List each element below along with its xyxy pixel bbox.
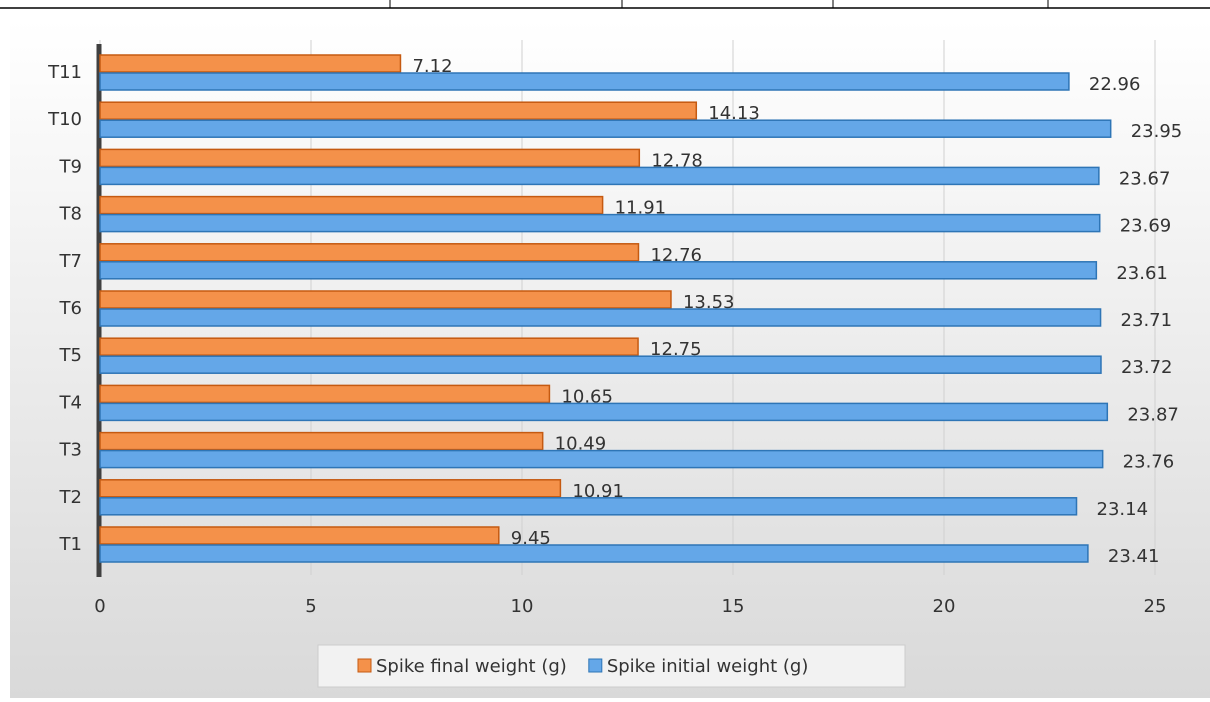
bar xyxy=(99,479,562,498)
bar xyxy=(99,384,551,404)
data-label: 9.45 xyxy=(511,528,551,549)
bar xyxy=(99,526,500,545)
data-label: 23.41 xyxy=(1108,546,1160,567)
bar xyxy=(99,431,544,451)
data-label: 10.91 xyxy=(572,481,624,502)
data-label: 23.76 xyxy=(1123,452,1175,473)
y-tick-label: T3 xyxy=(59,440,82,461)
bar xyxy=(99,402,1109,422)
y-tick-label: T6 xyxy=(59,298,82,319)
bar xyxy=(99,243,640,262)
bar xyxy=(99,497,1078,516)
y-tick-label: T10 xyxy=(47,109,82,130)
bar xyxy=(99,101,698,120)
data-label: 12.76 xyxy=(650,245,702,266)
data-label: 23.87 xyxy=(1127,404,1179,425)
data-label: 23.69 xyxy=(1120,216,1172,237)
x-tick-label: 25 xyxy=(1144,596,1167,617)
y-tick-label: T7 xyxy=(59,251,82,272)
legend-swatch xyxy=(357,658,372,673)
bar xyxy=(99,119,1112,138)
legend xyxy=(317,644,906,688)
data-label: 14.13 xyxy=(708,103,760,124)
y-tick-label: T5 xyxy=(59,345,82,366)
bar xyxy=(99,261,1098,280)
y-tick-label: T11 xyxy=(47,62,82,83)
bar xyxy=(99,337,639,356)
y-tick-label: T1 xyxy=(59,534,82,555)
data-label: 10.65 xyxy=(561,386,613,407)
x-tick-label: 20 xyxy=(933,596,956,617)
data-label: 12.78 xyxy=(651,150,703,171)
x-tick-label: 5 xyxy=(305,596,316,617)
data-label: 23.95 xyxy=(1131,121,1183,142)
data-label: 12.75 xyxy=(650,339,702,360)
data-label: 11.91 xyxy=(615,198,667,219)
data-label: 23.14 xyxy=(1097,499,1149,520)
bar xyxy=(99,72,1070,91)
data-label: 10.49 xyxy=(555,434,607,455)
y-tick-label: T8 xyxy=(59,204,82,225)
data-label: 23.71 xyxy=(1121,310,1173,331)
bar xyxy=(99,166,1100,186)
bar xyxy=(99,355,1102,374)
data-label: 23.72 xyxy=(1121,357,1173,378)
legend-swatch xyxy=(588,658,603,673)
legend-label: Spike initial weight (g) xyxy=(607,656,809,677)
y-tick-label: T4 xyxy=(59,392,82,413)
x-tick-label: 0 xyxy=(94,596,105,617)
data-label: 23.67 xyxy=(1119,168,1171,189)
data-label: 23.61 xyxy=(1116,263,1168,284)
bar xyxy=(99,308,1102,327)
bar xyxy=(99,544,1089,563)
bar xyxy=(99,148,641,168)
bar xyxy=(99,213,1101,233)
bar xyxy=(99,290,672,309)
bar xyxy=(99,54,402,73)
data-label: 7.12 xyxy=(412,56,452,77)
y-tick-label: T9 xyxy=(59,156,82,177)
bar xyxy=(99,449,1104,469)
legend-label: Spike final weight (g) xyxy=(376,656,567,677)
x-tick-label: 15 xyxy=(722,596,745,617)
data-label: 22.96 xyxy=(1089,74,1141,95)
bar xyxy=(99,195,604,215)
y-tick-label: T2 xyxy=(59,487,82,508)
x-tick-label: 10 xyxy=(511,596,534,617)
data-label: 13.53 xyxy=(683,292,735,313)
